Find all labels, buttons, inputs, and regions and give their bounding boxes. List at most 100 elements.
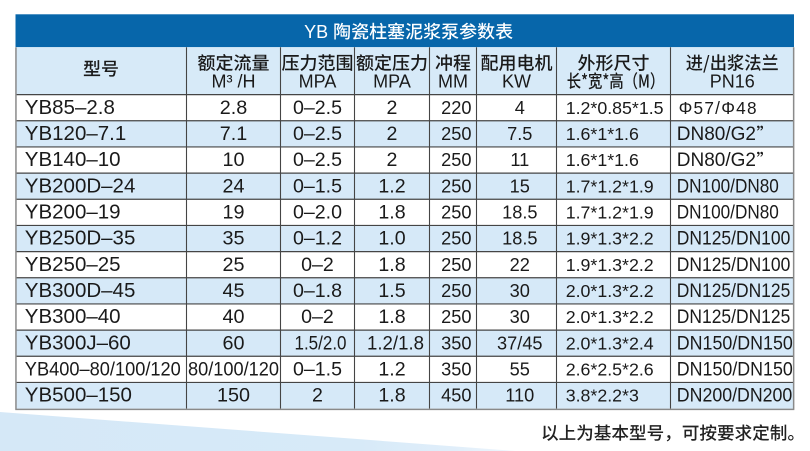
svg-text:YB: YB bbox=[304, 22, 328, 42]
svg-text:2.6*2.5*2.6: 2.6*2.5*2.6 bbox=[566, 359, 654, 379]
svg-text:80/100/120: 80/100/120 bbox=[188, 359, 279, 380]
svg-text:15: 15 bbox=[510, 176, 530, 196]
svg-text:1.9*1.3*2.2: 1.9*1.3*2.2 bbox=[566, 229, 654, 249]
svg-text:2.0*1.3*2.4: 2.0*1.3*2.4 bbox=[566, 333, 654, 353]
svg-text:YB250–25: YB250–25 bbox=[25, 253, 121, 276]
svg-text:0–1.5: 0–1.5 bbox=[293, 358, 342, 380]
svg-text:1.6*1*1.6: 1.6*1*1.6 bbox=[566, 124, 639, 144]
svg-text:4: 4 bbox=[515, 98, 525, 118]
svg-text:35: 35 bbox=[222, 228, 244, 250]
svg-text:1.9*1.3*2.2: 1.9*1.3*2.2 bbox=[566, 255, 654, 275]
svg-text:1.7*1.2*1.9: 1.7*1.2*1.9 bbox=[566, 202, 654, 222]
svg-text:1.5/2.0: 1.5/2.0 bbox=[295, 332, 347, 354]
svg-text:2: 2 bbox=[387, 97, 398, 119]
svg-text:110: 110 bbox=[505, 386, 534, 406]
svg-text:0–2: 0–2 bbox=[301, 254, 334, 276]
svg-text:YB200D–24: YB200D–24 bbox=[25, 174, 136, 197]
svg-text:250: 250 bbox=[441, 202, 471, 222]
svg-text:DN80/G2: DN80/G2 bbox=[677, 124, 756, 145]
svg-text:YB140–10: YB140–10 bbox=[25, 148, 121, 171]
svg-text:0–2: 0–2 bbox=[301, 306, 334, 328]
svg-text:30: 30 bbox=[510, 307, 530, 327]
svg-text:2: 2 bbox=[387, 123, 398, 145]
svg-text:250: 250 bbox=[441, 150, 471, 170]
svg-text:1.8: 1.8 bbox=[378, 201, 405, 223]
svg-text:2: 2 bbox=[387, 149, 398, 171]
svg-text:55: 55 bbox=[510, 359, 530, 379]
svg-text:MM: MM bbox=[438, 72, 468, 92]
svg-text:1.2: 1.2 bbox=[378, 175, 405, 197]
svg-text:450: 450 bbox=[441, 386, 471, 406]
svg-text:YB300J–60: YB300J–60 bbox=[25, 331, 131, 354]
svg-text:YB200–19: YB200–19 bbox=[25, 200, 121, 223]
svg-text:DN125/DN100: DN125/DN100 bbox=[677, 229, 791, 250]
svg-text:YB85–2.8: YB85–2.8 bbox=[25, 96, 115, 119]
svg-text:YB400–80/100/120: YB400–80/100/120 bbox=[25, 359, 181, 380]
svg-text:1.6*1*1.6: 1.6*1*1.6 bbox=[566, 150, 639, 170]
svg-text:25: 25 bbox=[222, 254, 244, 276]
svg-text:18.5: 18.5 bbox=[502, 202, 537, 222]
svg-text:1.2: 1.2 bbox=[378, 358, 405, 380]
svg-text:150: 150 bbox=[217, 385, 250, 407]
svg-text:2.8: 2.8 bbox=[220, 97, 248, 119]
svg-text:YB250D–35: YB250D–35 bbox=[25, 227, 136, 250]
svg-text:DN80/G2: DN80/G2 bbox=[677, 150, 756, 171]
svg-text:24: 24 bbox=[222, 175, 244, 197]
svg-text:MPA: MPA bbox=[373, 72, 411, 92]
svg-text:250: 250 bbox=[441, 255, 471, 275]
svg-text:7.1: 7.1 bbox=[220, 123, 248, 145]
svg-text:0–1.8: 0–1.8 bbox=[293, 280, 342, 302]
svg-text:MPA: MPA bbox=[299, 72, 337, 92]
svg-text:1.8: 1.8 bbox=[378, 385, 405, 407]
svg-text:DN125/DN125: DN125/DN125 bbox=[677, 281, 791, 302]
svg-text:3.8*2.2*3: 3.8*2.2*3 bbox=[566, 386, 639, 406]
svg-text:1.5: 1.5 bbox=[378, 280, 405, 302]
svg-text:Φ57/Φ48: Φ57/Φ48 bbox=[679, 98, 758, 118]
svg-text:250: 250 bbox=[441, 281, 471, 301]
svg-text:DN150/DN150: DN150/DN150 bbox=[677, 359, 793, 380]
svg-text:DN100/DN80: DN100/DN80 bbox=[677, 176, 779, 197]
svg-text:0–1.5: 0–1.5 bbox=[293, 175, 342, 197]
svg-text:7.5: 7.5 bbox=[507, 124, 532, 144]
svg-text:2.0*1.3*2.2: 2.0*1.3*2.2 bbox=[566, 281, 654, 301]
svg-text:DN125/DN100: DN125/DN100 bbox=[677, 255, 791, 276]
svg-text:2: 2 bbox=[312, 385, 323, 407]
svg-text:DN125/DN125: DN125/DN125 bbox=[677, 307, 791, 328]
svg-text:10: 10 bbox=[222, 149, 244, 171]
svg-text:0–2.5: 0–2.5 bbox=[293, 97, 342, 119]
svg-text:220: 220 bbox=[441, 98, 471, 118]
svg-text:0–2.0: 0–2.0 bbox=[293, 201, 342, 223]
svg-text:250: 250 bbox=[441, 176, 471, 196]
svg-text:1.8: 1.8 bbox=[378, 306, 405, 328]
svg-text:YB120–7.1: YB120–7.1 bbox=[25, 122, 126, 145]
svg-text:40: 40 bbox=[222, 306, 244, 328]
svg-text:KW: KW bbox=[502, 72, 531, 92]
svg-text:18.5: 18.5 bbox=[502, 229, 537, 249]
svg-text:250: 250 bbox=[441, 124, 471, 144]
svg-text:37/45: 37/45 bbox=[497, 333, 543, 353]
svg-text:YB500–150: YB500–150 bbox=[25, 384, 132, 407]
svg-text:1.0: 1.0 bbox=[378, 228, 405, 250]
svg-text:350: 350 bbox=[441, 333, 471, 353]
svg-text:30: 30 bbox=[510, 281, 530, 301]
svg-text:M³ /H: M³ /H bbox=[212, 72, 256, 92]
svg-text:0–1.2: 0–1.2 bbox=[293, 228, 342, 250]
svg-text:PN16: PN16 bbox=[710, 72, 755, 92]
svg-text:0–2.5: 0–2.5 bbox=[293, 123, 342, 145]
svg-text:1.2*0.85*1.5: 1.2*0.85*1.5 bbox=[566, 98, 664, 118]
svg-text:22: 22 bbox=[510, 255, 530, 275]
svg-text:250: 250 bbox=[441, 307, 471, 327]
svg-text:YB300D–45: YB300D–45 bbox=[25, 279, 136, 302]
svg-text:45: 45 bbox=[222, 280, 244, 302]
svg-text:350: 350 bbox=[441, 359, 471, 379]
svg-text:19: 19 bbox=[222, 201, 244, 223]
svg-text:DN100/DN80: DN100/DN80 bbox=[677, 202, 779, 223]
svg-text:11: 11 bbox=[510, 150, 529, 170]
svg-text:1.8: 1.8 bbox=[378, 254, 405, 276]
svg-text:1.2/1.8: 1.2/1.8 bbox=[367, 332, 424, 354]
svg-text:DN150/DN150: DN150/DN150 bbox=[677, 333, 793, 354]
svg-text:250: 250 bbox=[441, 229, 471, 249]
svg-text:2.0*1.3*2.2: 2.0*1.3*2.2 bbox=[566, 307, 654, 327]
svg-text:YB300–40: YB300–40 bbox=[25, 305, 121, 328]
svg-text:60: 60 bbox=[222, 332, 244, 354]
